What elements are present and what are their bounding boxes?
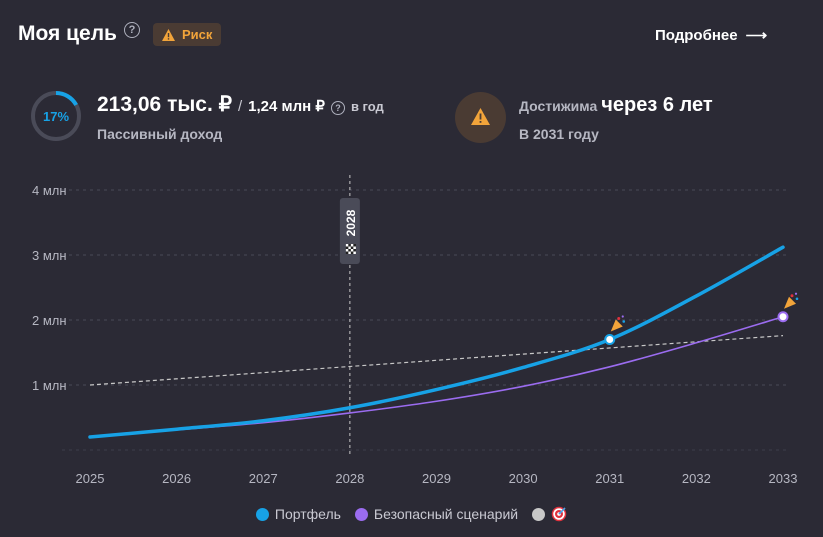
warning-icon <box>162 28 175 41</box>
legend-swatch-portfolio <box>255 507 269 521</box>
income-amount: 213,06 тыс. ₽ / 1,24 млн ₽ ? в год <box>97 92 384 117</box>
legend-item-safe[interactable]: Безопасный сценарий <box>354 506 519 522</box>
goal-value: через 6 лет <box>601 94 713 116</box>
legend-swatch-goal <box>532 507 546 521</box>
target-help-icon[interactable]: ? <box>330 101 345 115</box>
goal-status-badge <box>455 92 506 143</box>
income-subtitle: Пассивный доход <box>97 126 223 142</box>
arrow-right-icon: ⟶ <box>745 27 768 44</box>
marker-label: 2028 <box>344 209 358 236</box>
series-line-safe <box>89 315 784 438</box>
x-tick-label: 2025 <box>76 471 105 486</box>
goal-reach: Достижима через 6 лет <box>519 94 713 117</box>
projection-chart: 1 млн 2 млн 3 млн 4 млн 2025 2026 2027 2028 2029… <box>32 175 799 486</box>
risk-badge[interactable]: Риск <box>153 23 222 46</box>
x-tick-label: 2032 <box>682 471 711 486</box>
more-label: Подробнее <box>655 26 738 44</box>
page-title: Моя цель <box>18 22 117 45</box>
legend-item-goal[interactable] <box>532 506 567 522</box>
party-popper-icon <box>784 292 799 309</box>
x-tick-label: 2030 <box>509 471 538 486</box>
chart-legend: Портфель Безопасный сценарий <box>0 506 823 522</box>
y-tick-label: 3 млн <box>32 248 67 263</box>
y-tick-label: 2 млн <box>32 313 67 328</box>
legend-label-portfolio: Портфель <box>274 506 341 522</box>
slash: / <box>238 98 243 115</box>
legend-label-safe: Безопасный сценарий <box>373 506 519 522</box>
legend-swatch-safe <box>354 507 368 521</box>
risk-label: Риск <box>182 27 213 42</box>
target-icon <box>551 506 567 522</box>
x-tick-label: 2029 <box>422 471 451 486</box>
series-line-goal <box>89 335 784 386</box>
goal-subtitle: В 2031 году <box>519 126 599 142</box>
x-tick-label: 2033 <box>769 471 798 486</box>
party-popper-icon <box>610 315 626 332</box>
x-tick-label: 2026 <box>162 471 191 486</box>
y-tick-label: 4 млн <box>32 183 67 198</box>
x-tick-label: 2027 <box>249 471 278 486</box>
more-details-link[interactable]: Подробнее ⟶ <box>655 26 768 45</box>
progress-ring: 17% <box>31 91 81 141</box>
legend-item-portfolio[interactable]: Портфель <box>255 506 341 522</box>
x-tick-label: 2028 <box>335 471 364 486</box>
y-tick-label: 1 млн <box>32 378 67 393</box>
series-line-portfolio <box>88 245 785 439</box>
target-income: 1,24 млн ₽ <box>248 98 325 115</box>
goal-label: Достижима <box>519 98 598 114</box>
current-income: 213,06 тыс. ₽ <box>97 93 232 116</box>
warning-icon <box>471 108 490 125</box>
milestone-point <box>604 334 616 345</box>
progress-label: 17% <box>43 109 69 124</box>
help-icon[interactable]: ? <box>124 22 140 38</box>
income-period: в год <box>350 99 384 114</box>
milestone-point <box>777 311 789 323</box>
checkered-flag-icon <box>345 244 356 254</box>
x-tick-label: 2031 <box>595 471 624 486</box>
